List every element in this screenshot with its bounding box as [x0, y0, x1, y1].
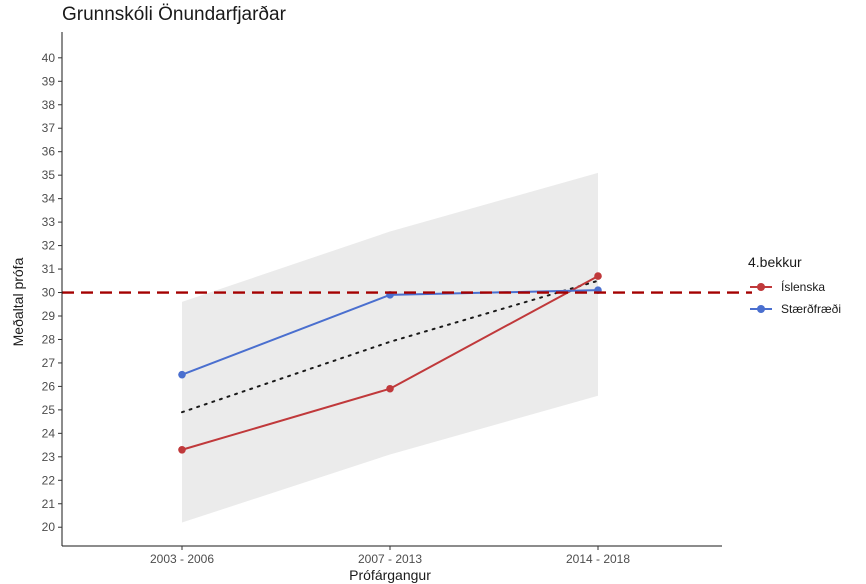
- y-tick-label: 36: [42, 145, 56, 159]
- confidence-band: [182, 172, 598, 523]
- y-axis-title: Meðaltal prófa: [10, 257, 26, 346]
- y-tick-label: 30: [42, 286, 56, 300]
- data-point-islenska: [594, 272, 602, 280]
- y-tick-label: 39: [42, 74, 56, 88]
- legend-label-islenska: Íslenska: [781, 280, 826, 294]
- y-tick-label: 24: [42, 426, 56, 440]
- x-tick-label: 2003 - 2006: [150, 552, 214, 566]
- y-tick-label: 25: [42, 403, 56, 417]
- y-tick-label: 37: [42, 121, 56, 135]
- y-tick-label: 33: [42, 215, 56, 229]
- y-tick-label: 32: [42, 239, 56, 253]
- data-point-islenska: [386, 384, 394, 393]
- legend-item-staerdfraedi: Stærðfræði: [748, 298, 841, 320]
- y-tick-label: 29: [42, 309, 56, 323]
- chart-title: Grunnskóli Önundarfjarðar: [62, 4, 286, 25]
- y-tick-label: 28: [42, 332, 56, 346]
- legend-item-islenska: Íslenska: [748, 276, 841, 298]
- data-point-islenska: [178, 445, 186, 454]
- x-axis-title: Prófárgangur: [349, 567, 431, 583]
- y-tick-label: 40: [42, 51, 56, 65]
- legend: 4.bekkur Íslenska Stærðfræði: [748, 254, 841, 320]
- data-point-staerdfraedi: [178, 370, 186, 379]
- y-tick-label: 21: [42, 497, 56, 511]
- trend-line: [181, 279, 599, 414]
- y-tick-label: 34: [42, 192, 56, 206]
- y-tick-label: 35: [42, 168, 56, 182]
- y-tick-label: 31: [42, 262, 56, 276]
- y-tick-label: 38: [42, 98, 56, 112]
- x-tick-label: 2014 - 2018: [566, 552, 630, 566]
- legend-key-staerdfraedi: [748, 303, 774, 315]
- legend-title: 4.bekkur: [748, 254, 802, 270]
- y-tick-label: 26: [42, 379, 56, 393]
- y-tick-label: 20: [42, 520, 56, 534]
- y-tick-label: 22: [42, 473, 56, 487]
- y-tick-label: 27: [42, 356, 56, 370]
- x-tick-label: 2007 - 2013: [358, 552, 422, 566]
- legend-key-islenska: [748, 281, 774, 293]
- y-tick-label: 23: [42, 450, 56, 464]
- legend-label-staerdfraedi: Stærðfræði: [781, 302, 842, 316]
